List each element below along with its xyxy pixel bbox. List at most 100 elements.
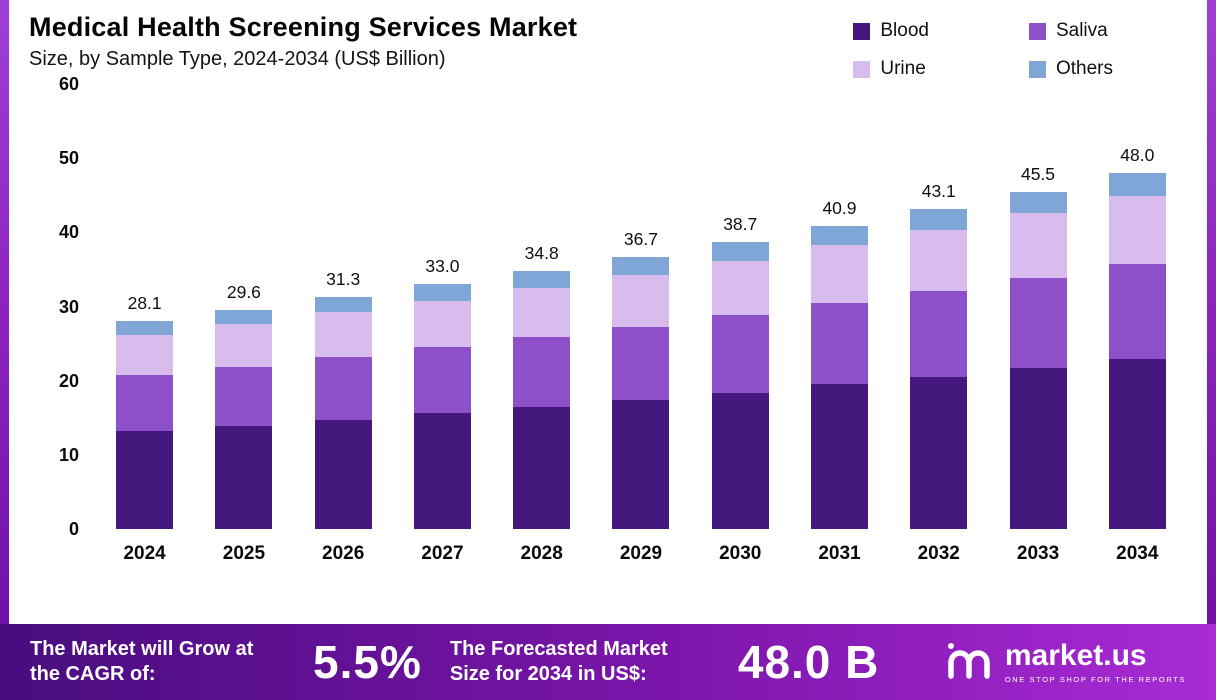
bar-segment-saliva — [810, 302, 868, 385]
legend-label: Blood — [880, 20, 929, 41]
brand-name: market.us — [1004, 638, 1147, 672]
bar-segment-others — [413, 284, 471, 301]
bar-segment-urine — [413, 300, 471, 348]
bar-segment-urine — [314, 312, 372, 357]
bar-segment-saliva — [1009, 277, 1067, 369]
legend-item-saliva: Saliva — [1028, 20, 1113, 42]
bar-segment-others — [215, 309, 273, 325]
plot-area: 28.1 29.6 31.3 33.0 34.8 36.7 38.7 40.9 43.1 45.5… — [89, 84, 1193, 529]
bar-segment-blood — [116, 431, 174, 529]
bar-group: 33.0 — [393, 84, 492, 529]
bar-segment-urine — [910, 230, 968, 291]
y-tick-label: 40 — [58, 222, 79, 243]
bar-total-label: 28.1 — [127, 292, 162, 313]
bar-total-label: 31.3 — [326, 268, 361, 289]
x-axis-label: 2031 — [818, 543, 861, 564]
bar-total-label: 33.0 — [425, 256, 460, 277]
x-axis-label: 2029 — [619, 543, 663, 564]
bar-segment-urine — [1009, 213, 1067, 278]
legend-label: Urine — [880, 58, 926, 79]
y-tick-label: 30 — [58, 296, 79, 317]
brand-text: market.us ONE STOP SHOP FOR THE REPORTS — [1004, 638, 1186, 684]
x-axis-label: 2025 — [222, 543, 266, 564]
forecast-value: 48.0 B — [737, 636, 880, 688]
bar-group: 34.8 — [492, 84, 591, 529]
x-axis: 2024 2025 2026 2027 2028 2029 2030 2031 2032 2033… — [89, 543, 1193, 565]
bar-group: 36.7 — [591, 84, 690, 529]
bar-total-label: 34.8 — [524, 242, 559, 263]
footer-banner: The Market will Grow at the CAGR of: 5.5… — [0, 624, 1216, 700]
x-axis-label: 2026 — [322, 543, 365, 564]
chart-subtitle: Size, by Sample Type, 2024-2034 (US$ Bil… — [29, 48, 446, 70]
brand-logo: market.us ONE STOP SHOP FOR THE REPORTS — [945, 640, 1186, 685]
cagr-label: The Market will Grow at the CAGR of: — [30, 638, 254, 685]
bar-total-label: 36.7 — [623, 228, 658, 249]
bar-segment-saliva — [413, 347, 471, 414]
brand-tagline: ONE STOP SHOP FOR THE REPORTS — [1004, 674, 1186, 684]
stacked-bar — [810, 225, 868, 529]
bar-segment-blood — [215, 425, 273, 529]
chart-header: Medical Health Screening Services Market… — [23, 10, 1193, 80]
stacked-bar — [910, 209, 968, 529]
y-tick-label: 10 — [58, 444, 79, 465]
y-tick-label: 0 — [68, 519, 79, 539]
bar-segment-urine — [215, 324, 273, 367]
bar-total-label: 40.9 — [822, 197, 857, 218]
stacked-bar — [314, 296, 372, 529]
stacked-bar — [413, 284, 471, 529]
title-block: Medical Health Screening Services Market… — [23, 10, 577, 71]
y-tick-label: 50 — [58, 148, 79, 169]
legend-label: Saliva — [1055, 20, 1108, 41]
legend-swatch — [853, 60, 871, 78]
x-axis-label: 2028 — [520, 543, 563, 564]
stacked-bar — [215, 309, 273, 529]
bar-group: 40.9 — [790, 84, 889, 529]
bar-group: 43.1 — [889, 84, 988, 529]
bar-segment-blood — [513, 406, 571, 529]
legend-item-blood: Blood — [853, 20, 929, 42]
stacked-bar — [612, 256, 670, 529]
bar-segment-others — [810, 225, 868, 245]
bar-segment-saliva — [1108, 263, 1166, 360]
legend-item-urine: Urine — [853, 58, 929, 80]
bar-group: 38.7 — [691, 84, 790, 529]
bar-segment-blood — [612, 399, 670, 529]
bar-segment-blood — [711, 392, 769, 529]
bar-total-label: 29.6 — [226, 281, 261, 302]
legend-item-others: Others — [1028, 58, 1113, 80]
bar-group: 31.3 — [294, 84, 393, 529]
bar-segment-others — [314, 296, 372, 313]
bar-segment-saliva — [711, 315, 769, 393]
bar-group: 29.6 — [194, 84, 293, 529]
legend-swatch — [1028, 60, 1046, 78]
cagr-value: 5.5% — [313, 636, 422, 688]
y-axis: 0 10 20 30 40 50 60 — [23, 75, 89, 538]
bar-segment-urine — [1108, 196, 1166, 264]
bar-segment-saliva — [314, 356, 372, 420]
legend-swatch — [853, 22, 871, 40]
y-tick-label: 20 — [58, 370, 79, 391]
bar-segment-blood — [910, 376, 968, 529]
bar-group: 45.5 — [988, 84, 1087, 529]
bar-segment-others — [612, 256, 670, 275]
y-tick-label: 60 — [58, 74, 79, 94]
bar-total-label: 38.7 — [723, 214, 758, 235]
bar-segment-blood — [314, 419, 372, 529]
bar-segment-urine — [513, 287, 571, 337]
stacked-bar — [1108, 173, 1166, 529]
x-axis-label: 2033 — [1016, 543, 1060, 564]
bar-segment-urine — [810, 244, 868, 303]
chart-title: Medical Health Screening Services Market — [29, 12, 578, 42]
legend-label: Others — [1055, 58, 1113, 79]
plot-wrap: 28.1 29.6 31.3 33.0 34.8 36.7 38.7 40.9 43.1 45.5… — [89, 84, 1193, 565]
stacked-bar — [116, 320, 174, 529]
marketus-logo-icon — [945, 640, 993, 685]
left-border-stripe — [0, 0, 9, 624]
stacked-bar — [513, 270, 571, 529]
forecast-label: The Forecasted Market Size for 2034 in U… — [449, 638, 668, 685]
bar-total-label: 43.1 — [921, 181, 956, 202]
x-axis-label: 2024 — [123, 543, 166, 564]
bar-segment-saliva — [116, 374, 174, 432]
x-axis-label: 2030 — [719, 543, 762, 564]
